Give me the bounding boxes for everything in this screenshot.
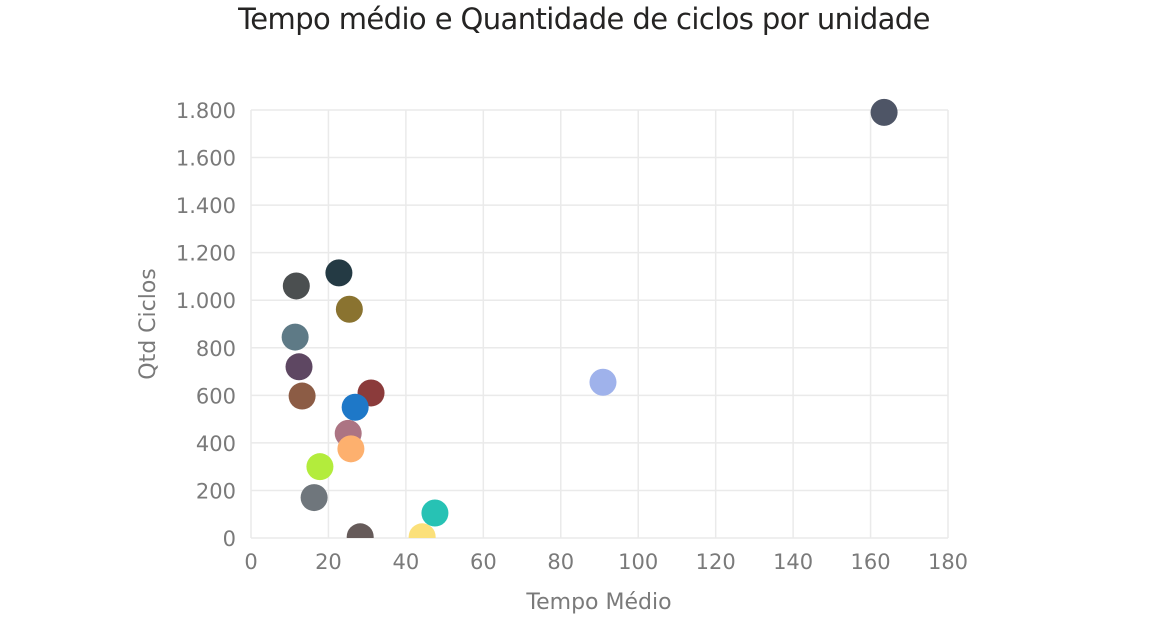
- data-point[interactable]: [589, 368, 617, 396]
- y-tick-label: 200: [196, 479, 236, 503]
- x-tick-label: 100: [618, 550, 658, 574]
- y-tick-label: 1.200: [176, 242, 236, 266]
- x-tick-label: 0: [244, 550, 257, 574]
- y-axis-ticks: 0 200 400 600 800 1.000 1.200 1.400 1.600 1.800: [176, 99, 236, 551]
- y-tick-label: 400: [196, 432, 236, 456]
- x-tick-label: 40: [393, 550, 420, 574]
- y-tick-label: 800: [196, 337, 236, 361]
- y-axis-title: Qtd Ciclos: [136, 268, 161, 380]
- x-tick-label: 180: [928, 550, 968, 574]
- data-point[interactable]: [282, 272, 310, 300]
- y-tick-label: 1.800: [176, 99, 236, 123]
- x-tick-label: 20: [315, 550, 342, 574]
- data-point[interactable]: [281, 323, 309, 351]
- data-point[interactable]: [288, 382, 316, 410]
- data-point[interactable]: [306, 453, 334, 481]
- data-points: [281, 98, 898, 550]
- data-point[interactable]: [341, 393, 369, 421]
- x-axis-ticks: 0 20 40 60 80 100 120 140 160 180: [244, 550, 968, 574]
- x-tick-label: 120: [696, 550, 736, 574]
- data-point[interactable]: [408, 523, 436, 550]
- x-tick-label: 160: [851, 550, 891, 574]
- data-point[interactable]: [300, 484, 328, 512]
- x-tick-label: 60: [470, 550, 497, 574]
- y-tick-label: 1.400: [176, 194, 236, 218]
- y-tick-label: 600: [196, 384, 236, 408]
- data-point[interactable]: [335, 295, 363, 323]
- x-tick-label: 140: [773, 550, 813, 574]
- y-tick-label: 1.000: [176, 289, 236, 313]
- x-axis-title: Tempo Médio: [525, 590, 671, 615]
- y-tick-label: 0: [223, 527, 236, 551]
- y-tick-label: 1.600: [176, 147, 236, 171]
- data-point[interactable]: [346, 523, 374, 550]
- data-point[interactable]: [325, 259, 353, 287]
- data-point[interactable]: [337, 435, 365, 463]
- data-point[interactable]: [285, 353, 313, 381]
- gridlines: [250, 109, 949, 539]
- data-point[interactable]: [870, 98, 898, 126]
- chart-title: Tempo médio e Quantidade de ciclos por u…: [238, 2, 930, 36]
- x-tick-label: 80: [547, 550, 574, 574]
- data-point[interactable]: [421, 499, 449, 527]
